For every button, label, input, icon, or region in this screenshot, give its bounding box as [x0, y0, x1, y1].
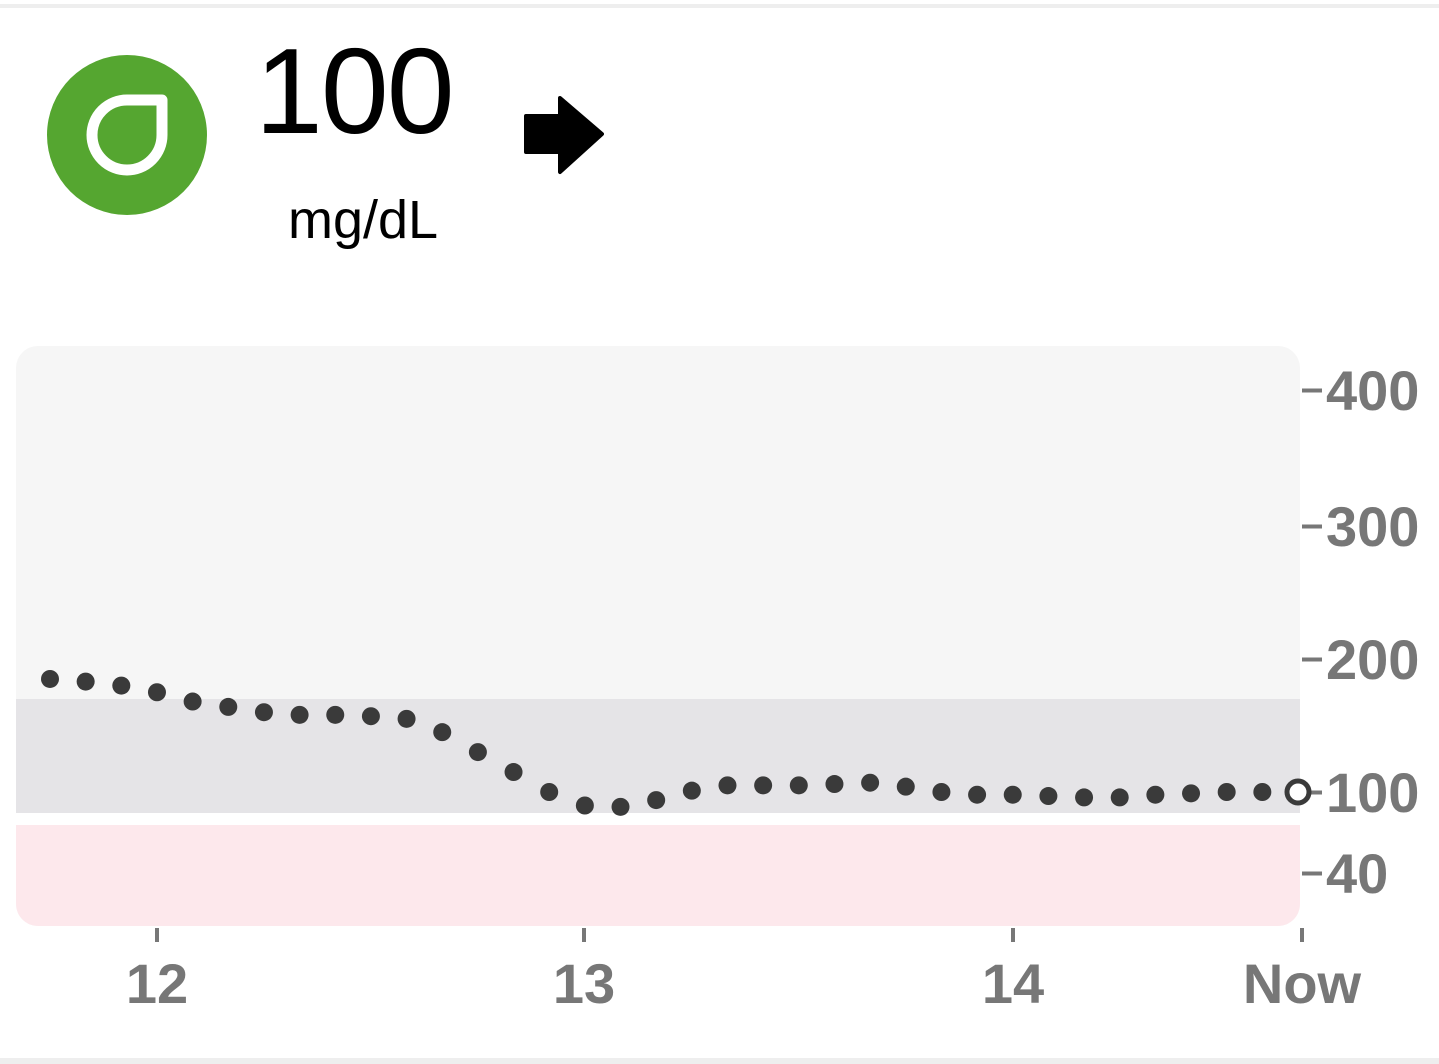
sensor-drop-icon: [47, 55, 207, 215]
reading-point: [290, 705, 309, 724]
x-tick-mark: [1300, 928, 1304, 942]
y-tick-mark: [1302, 388, 1322, 393]
bottom-divider: [0, 1058, 1439, 1064]
x-tick-label: 12: [126, 952, 188, 1015]
range-separator: [16, 813, 1300, 825]
x-tick-mark: [155, 928, 159, 942]
low-range-band: [16, 825, 1300, 926]
reading-point: [896, 777, 915, 796]
reading-point: [433, 723, 452, 742]
reading-point: [254, 703, 273, 722]
y-tick-mark: [1302, 790, 1322, 795]
reading-point: [611, 797, 630, 816]
reading-point: [647, 791, 666, 810]
arrow-right-icon: [524, 96, 604, 174]
glucose-value: 100: [255, 23, 455, 159]
reading-point: [112, 676, 131, 695]
reading-point: [183, 692, 202, 711]
reading-point: [1075, 788, 1094, 807]
y-tick-mark: [1302, 524, 1322, 529]
reading-point: [41, 669, 59, 688]
reading-point: [682, 781, 701, 800]
y-tick-mark: [1302, 657, 1322, 662]
x-tick-mark: [1011, 928, 1015, 942]
reading-point: [397, 709, 416, 728]
y-tick-label: 40: [1326, 842, 1388, 905]
reading-point: [540, 783, 559, 801]
reading-point: [1110, 788, 1129, 807]
reading-point: [1217, 783, 1236, 801]
reading-point: [789, 776, 808, 795]
reading-point: [219, 697, 238, 716]
reading-point: [504, 763, 523, 782]
reading-point: [361, 707, 380, 726]
reading-point: [932, 783, 951, 801]
reading-point: [326, 705, 345, 724]
reading-point: [76, 672, 95, 691]
reading-point: [1039, 787, 1058, 806]
y-tick-label: 200: [1326, 628, 1419, 691]
reading-point: [968, 785, 987, 804]
current-reading-point: [1284, 778, 1312, 806]
y-tick-label: 100: [1326, 761, 1419, 824]
y-tick-label: 300: [1326, 495, 1419, 558]
top-divider: [0, 4, 1439, 8]
x-tick-mark: [582, 928, 586, 942]
y-tick-mark: [1302, 871, 1322, 876]
reading-point: [718, 776, 737, 795]
x-tick-label: 14: [982, 952, 1044, 1015]
reading-point: [825, 775, 844, 794]
reading-point: [754, 776, 773, 795]
reading-point: [1182, 784, 1201, 803]
reading-point: [1146, 785, 1165, 804]
x-tick-label: 13: [553, 952, 615, 1015]
reading-point: [1253, 783, 1272, 801]
y-tick-label: 400: [1326, 359, 1419, 422]
reading-point: [861, 773, 880, 792]
reading-point: [1003, 785, 1022, 804]
glucose-unit: mg/dL: [288, 190, 439, 250]
reading-point: [575, 796, 594, 815]
reading-point: [147, 683, 166, 702]
x-tick-label: Now: [1243, 952, 1362, 1015]
reading-point: [468, 743, 487, 762]
